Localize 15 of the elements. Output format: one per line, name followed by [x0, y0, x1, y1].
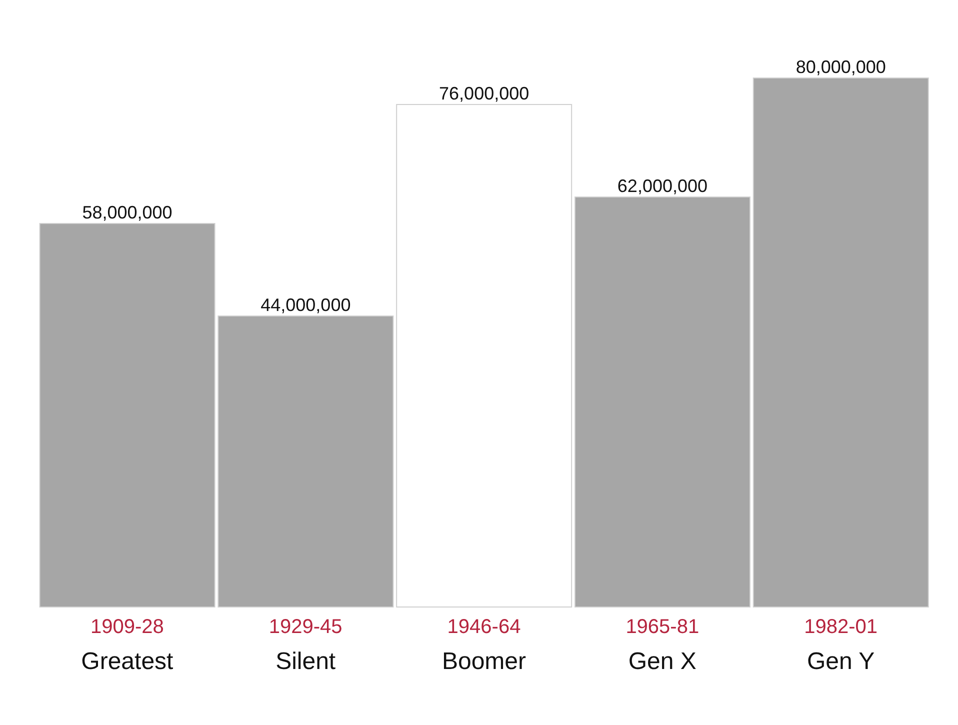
bar	[752, 78, 929, 608]
data-label: 44,000,000	[260, 295, 351, 316]
bar	[396, 104, 572, 608]
data-label: 62,000,000	[617, 176, 708, 196]
bar	[574, 196, 750, 608]
bar	[218, 316, 394, 608]
x-tick-label: 1965-81 Gen X	[626, 616, 700, 675]
bar	[39, 222, 216, 608]
data-label: 76,000,000	[439, 83, 530, 104]
data-label: 80,000,000	[796, 57, 886, 77]
x-tick-label: 1982-01 Gen Y	[804, 616, 878, 675]
x-tick-label: 1929-45 Silent	[268, 616, 342, 675]
x-tick-label: 1909-28 Greatest	[81, 616, 174, 675]
data-label: 58,000,000	[82, 202, 172, 222]
x-tick-label: 1946-64 Boomer	[442, 616, 526, 675]
